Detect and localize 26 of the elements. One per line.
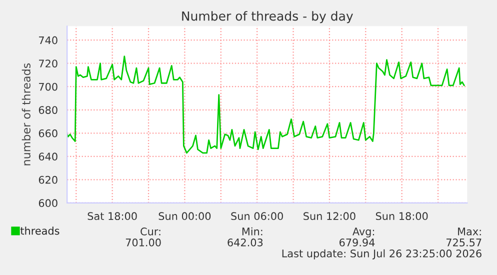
text: Min: bbox=[242, 227, 262, 236]
text: 725.57 bbox=[446, 238, 482, 246]
y-tick-label: 600 bbox=[38, 199, 58, 208]
x-tick-label: Sun 12:00 bbox=[304, 212, 356, 220]
y-tick-label: 740 bbox=[39, 36, 58, 44]
x-tick-label: Sat 18:00 bbox=[88, 212, 137, 220]
text: 701.00 bbox=[126, 238, 161, 246]
text: 679.94 bbox=[340, 238, 375, 246]
legend-label: threads bbox=[20, 226, 60, 235]
y-tick-label: 720 bbox=[39, 60, 58, 68]
text: Max: bbox=[458, 228, 481, 236]
x-tick-label: Sun 18:00 bbox=[376, 212, 428, 220]
text: 642.03 bbox=[228, 238, 263, 246]
text: Cur: bbox=[140, 228, 160, 236]
chart-title: Number of threads - by day bbox=[182, 11, 353, 24]
line-series bbox=[67, 56, 465, 154]
text: Last update: Sun Jul 26 23:25:00 2026 bbox=[282, 249, 482, 260]
y-tick-label: 620 bbox=[38, 176, 58, 184]
x-tick-label: Sun 06:00 bbox=[231, 212, 283, 220]
y-axis-title: number of threads bbox=[22, 63, 30, 166]
y-tick-label: 680 bbox=[38, 106, 58, 114]
y-tick-label: 640 bbox=[38, 152, 58, 161]
x-tick-label: Sun 00:00 bbox=[158, 212, 211, 220]
y-tick-label: 660 bbox=[38, 129, 58, 138]
text: Avg: bbox=[352, 228, 374, 238]
y-tick-label: 700 bbox=[39, 82, 58, 91]
